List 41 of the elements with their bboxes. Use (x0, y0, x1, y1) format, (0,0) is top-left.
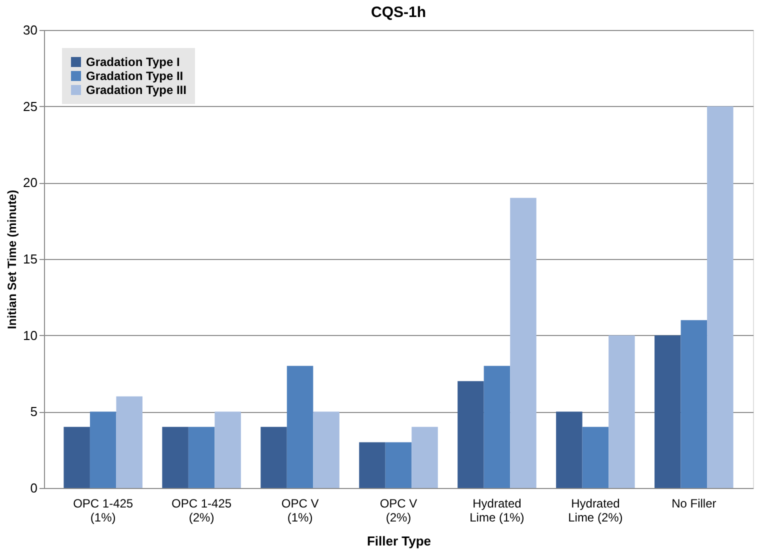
y-tick-label: 25 (23, 98, 38, 114)
bar (582, 426, 609, 488)
bar (458, 381, 484, 488)
y-tick-label: 0 (30, 480, 38, 496)
x-tick-label: OPC 1-425 (2%) (172, 496, 232, 524)
y-tick-label: 20 (23, 175, 38, 190)
bar (556, 412, 582, 488)
x-tick-label: OPC 1-425 (1%) (73, 496, 134, 524)
legend-label: Gradation Type II (86, 69, 184, 83)
bar (510, 198, 536, 488)
y-tick-label: 5 (30, 404, 38, 420)
bar (707, 106, 734, 488)
bar (313, 412, 340, 488)
x-tick-label: Hydrated Lime (1%) (470, 496, 524, 524)
bar (412, 426, 438, 488)
legend-label: Gradation Type I (86, 55, 180, 69)
y-tick-label: 10 (23, 328, 38, 343)
bar (162, 426, 188, 488)
x-tick-label: No Filler (672, 496, 716, 510)
legend-label: Gradation Type III (86, 83, 186, 97)
x-tick-label: OPC V (2%) (380, 496, 418, 524)
chart-title: CQS-1h (370, 4, 426, 21)
bar (188, 426, 215, 488)
x-tick-label: Hydrated Lime (2%) (568, 496, 623, 524)
x-tick-label: OPC V (1%) (281, 496, 319, 524)
bar (116, 396, 142, 488)
bar (359, 442, 386, 488)
bar (286, 366, 314, 488)
y-tick-label: 15 (23, 252, 38, 266)
bar (64, 426, 90, 488)
bar (90, 412, 116, 488)
y-tick-label: 30 (23, 22, 38, 38)
y-axis-title: Initian Set Time (minute) (5, 190, 20, 330)
bar (214, 412, 241, 488)
bar (385, 442, 412, 488)
bar (260, 426, 287, 488)
bar (680, 320, 708, 488)
bar (608, 335, 635, 488)
bar (654, 335, 681, 488)
x-axis-title: Filler Type (366, 534, 432, 548)
bar (484, 366, 510, 488)
